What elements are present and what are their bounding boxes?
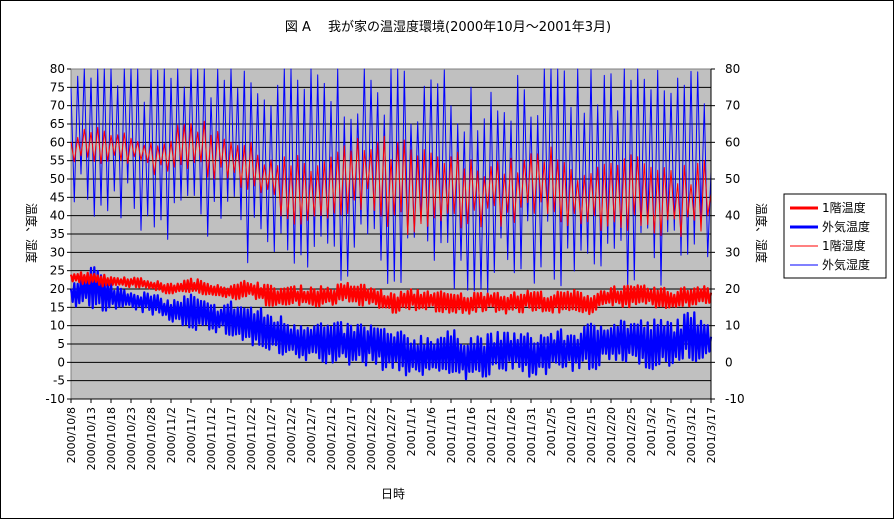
series-line [70,68,712,295]
y-tick-label-left: 0 [57,355,65,369]
y-tick-label-right: 70 [725,99,740,113]
x-tick-label: 2001/1/31 [525,407,538,463]
x-tick-label: 2000/12/17 [345,407,358,470]
x-tick-label: 2001/1/16 [465,407,478,463]
y-tick-label-left: 10 [50,319,65,333]
legend-label: 外気湿度 [822,257,870,272]
y-tick-label-left: -5 [53,374,65,388]
y-tick-label-left: 30 [50,245,65,259]
y-tick-label-left: 40 [50,209,65,223]
x-tick-label: 2000/10/28 [145,407,158,470]
y-tick-label-right: 80 [725,62,740,76]
y-axis-left: -10 -5 0 5 10 15 20 25 30 35 40 45 50 55 60 65 70 75 80 [45,62,71,406]
y-tick-label-left: 20 [50,282,65,296]
y-tick-label-right: -10 [725,392,745,406]
y-tick-label-left: 70 [50,99,65,113]
gridlines [71,86,711,382]
x-tick-label: 2001/3/12 [685,407,698,463]
x-tick-label: 2000/12/22 [365,407,378,470]
y-tick-label-left: 45 [50,190,65,204]
x-tick-label: 2000/10/18 [105,407,118,470]
y-tick-label-left: 55 [50,154,65,168]
x-tick-label: 2001/1/6 [425,407,438,456]
y-tick-label-left: 65 [50,117,65,131]
x-tick-label: 2000/11/2 [165,407,178,463]
x-tick-label: 2000/11/27 [265,407,278,470]
x-tick-label: 2000/12/27 [385,407,398,470]
x-tick-label: 2001/2/5 [545,407,558,456]
x-tick-label: 2000/11/17 [225,407,238,470]
x-tick-label: 2001/3/7 [665,407,678,456]
legend-label: 1階温度 [822,200,866,215]
y-tick-label-left: 25 [50,264,65,278]
y-tick-label-left: 5 [57,337,65,351]
y-axis-right-title: 温度、湿度 [754,203,769,263]
x-tick-label: 2000/10/8 [65,407,78,463]
legend-label: 1階湿度 [822,238,866,253]
y-tick-label-right: 0 [725,355,733,369]
y-tick-label-left: 50 [50,172,65,186]
x-axis-title: 日時 [381,487,405,501]
x-tick-label: 2000/12/12 [325,407,338,470]
x-tick-label: 2001/1/21 [485,407,498,463]
y-tick-label-right: 60 [725,135,740,149]
x-tick-label: 2000/11/12 [205,407,218,470]
x-tick-label: 2000/11/7 [185,407,198,463]
x-tick-label: 2000/12/7 [305,407,318,463]
y-tick-label-left: 15 [50,300,65,314]
x-tick-label: 2001/2/10 [565,407,578,463]
y-tick-label-left: 80 [50,62,65,76]
x-tick-label: 2001/3/17 [705,407,718,463]
x-tick-label: 2000/10/13 [85,407,98,470]
x-tick-label: 2001/1/11 [445,407,458,463]
x-tick-label: 2001/3/2 [645,407,658,456]
x-axis: 2000/10/8 2000/10/13 2000/10/18 2000/10/23 2… [65,398,718,470]
y-tick-label-right: 20 [725,282,740,296]
x-tick-label: 2000/10/23 [125,407,138,470]
legend-label: 外気温度 [822,219,870,234]
y-tick-label-right: 40 [725,209,740,223]
x-tick-label: 2001/1/26 [505,407,518,463]
chart-title: 図 A 我が家の温湿度環境(2000年10月～2001年3月) [285,19,611,35]
y-axis-right: -10 0 10 20 30 40 50 60 70 80 [710,62,745,406]
series-line [69,266,713,381]
y-tick-label-right: 50 [725,172,740,186]
y-tick-label-left: 35 [50,227,65,241]
x-tick-label: 2001/2/25 [625,407,638,463]
x-tick-label: 2001/2/20 [605,407,618,463]
y-tick-label-left: -10 [45,392,65,406]
y-axis-left-title: 温度、湿度 [24,203,39,263]
series-lines [69,68,713,381]
y-tick-label-right: 10 [725,319,740,333]
x-tick-label: 2001/2/15 [585,407,598,463]
x-tick-label: 2000/11/22 [245,407,258,470]
x-tick-label: 2001/1/1 [405,407,418,456]
y-tick-label-left: 75 [50,80,65,94]
y-tick-label-left: 60 [50,135,65,149]
y-tick-label-right: 30 [725,245,740,259]
series-line [70,120,712,237]
x-tick-label: 2000/12/2 [285,407,298,463]
series-line [69,271,713,316]
